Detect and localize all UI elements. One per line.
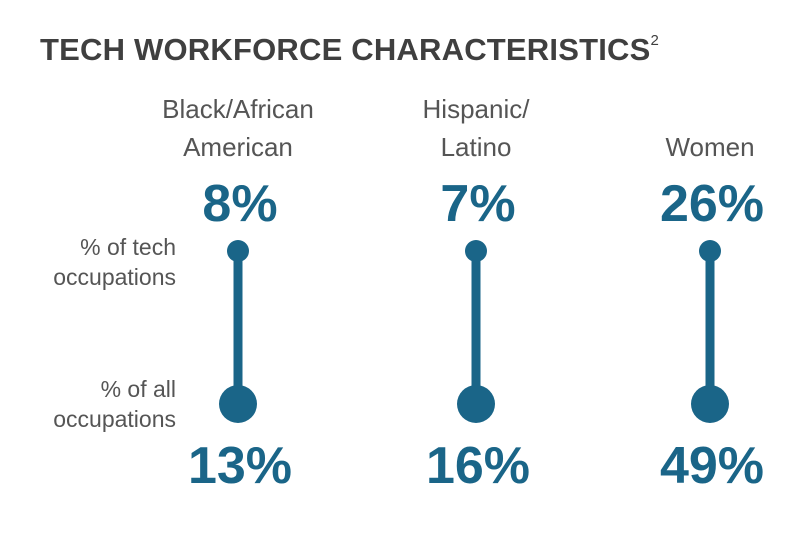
all-marker-hispanic <box>457 385 495 423</box>
category-label-hispanic: Hispanic/ Latino <box>356 90 596 166</box>
all-pct-black: 13% <box>187 437 293 495</box>
title-superscript: 2 <box>650 31 660 49</box>
row-label-line: % of tech <box>80 234 176 260</box>
category-label-women: Women <box>590 90 806 166</box>
tech-pct-hispanic: 7% <box>440 175 516 233</box>
category-label-line2: American <box>183 132 293 162</box>
all-marker-women <box>691 385 729 423</box>
all-pct-hispanic: 16% <box>425 437 531 495</box>
tech-marker-black <box>227 240 249 262</box>
category-label-line2: Women <box>665 132 755 162</box>
all-marker-black <box>219 385 257 423</box>
row-label-line: % of all <box>100 376 176 402</box>
chart-title: TECH WORKFORCE CHARACTERISTICS2 <box>40 31 660 67</box>
tech-pct-women: 26% <box>659 175 765 233</box>
category-label-line1: Black/African <box>162 94 314 124</box>
all-pct-women: 49% <box>659 437 765 495</box>
category-label-black: Black/African American <box>118 90 358 166</box>
row-label-line: occupations <box>53 264 176 290</box>
tech-marker-women <box>699 240 721 262</box>
category-label-line2: Latino <box>440 132 512 162</box>
tech-marker-hispanic <box>465 240 487 262</box>
row-label-all: % of all occupations <box>53 374 176 434</box>
row-label-line: occupations <box>53 406 176 432</box>
category-label-line1: Hispanic/ <box>422 94 530 124</box>
tech-pct-black: 8% <box>202 175 278 233</box>
row-label-tech: % of tech occupations <box>53 232 176 292</box>
